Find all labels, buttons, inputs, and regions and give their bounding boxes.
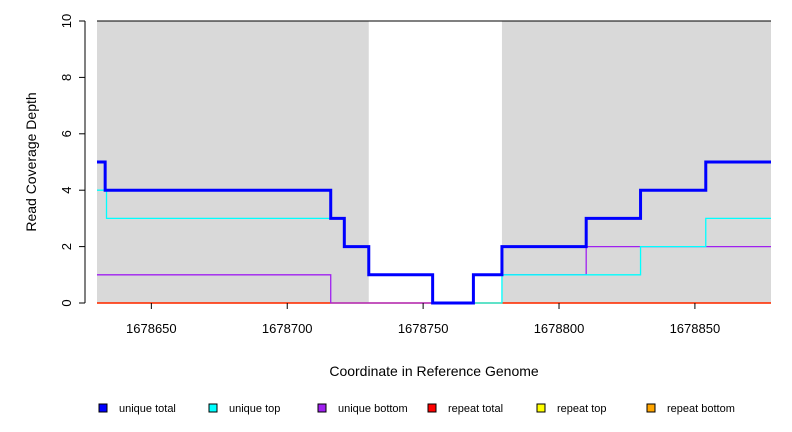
legend-label: repeat bottom bbox=[667, 403, 735, 415]
series-lines bbox=[97, 160, 771, 305]
y-axis: 0 2 4 6 8 10 bbox=[59, 14, 86, 307]
y-tick-label: 6 bbox=[59, 130, 74, 137]
legend: unique total unique top unique bottom repea… bbox=[98, 403, 735, 415]
series-line-unique-total bbox=[97, 160, 771, 305]
legend-swatch bbox=[646, 403, 656, 413]
legend-label: unique total bbox=[119, 403, 176, 415]
x-tick-label: 1678700 bbox=[262, 321, 313, 336]
legend-swatch bbox=[536, 403, 546, 413]
y-tick-label: 10 bbox=[59, 14, 74, 28]
y-tick-label: 8 bbox=[59, 74, 74, 81]
x-axis: 1678650 1678700 1678750 1678800 1678850 bbox=[126, 303, 720, 336]
x-tick-label: 1678750 bbox=[398, 321, 449, 336]
x-tick-label: 1678850 bbox=[670, 321, 721, 336]
legend-label: repeat top bbox=[557, 403, 607, 415]
x-tick-label: 1678800 bbox=[534, 321, 585, 336]
legend-swatch bbox=[98, 403, 108, 413]
legend-label: unique top bbox=[229, 403, 280, 415]
shaded-regions bbox=[97, 21, 771, 303]
y-tick-label: 2 bbox=[59, 243, 74, 250]
legend-swatch bbox=[208, 403, 218, 413]
y-tick-label: 0 bbox=[59, 299, 74, 306]
legend-label: repeat total bbox=[448, 403, 503, 415]
shaded-region bbox=[97, 21, 369, 303]
legend-label: unique bottom bbox=[338, 403, 408, 415]
y-tick-label: 4 bbox=[59, 187, 74, 194]
legend-swatch bbox=[427, 403, 437, 413]
x-tick-label: 1678650 bbox=[126, 321, 177, 336]
x-axis-label: Coordinate in Reference Genome bbox=[329, 363, 539, 379]
y-axis-label: Read Coverage Depth bbox=[23, 92, 39, 231]
legend-swatch bbox=[317, 403, 327, 413]
